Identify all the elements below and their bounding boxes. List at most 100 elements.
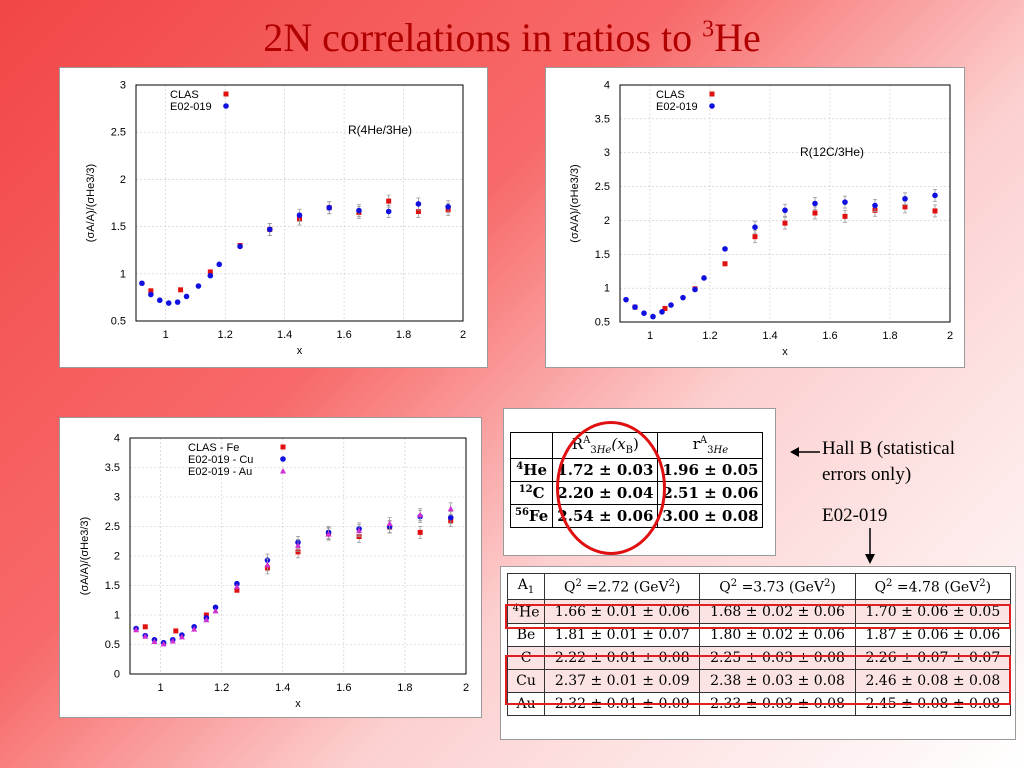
data-point	[415, 208, 421, 214]
data-point	[641, 310, 647, 316]
data-point	[623, 296, 629, 303]
y-tick-label: 3.5	[105, 462, 120, 474]
series-0	[142, 514, 454, 634]
data-point	[142, 633, 149, 639]
series-0	[632, 200, 938, 311]
data-point	[659, 309, 665, 315]
data-point	[295, 542, 301, 548]
x-tick-label: 1.6	[336, 329, 351, 341]
data-point	[233, 583, 240, 590]
series-1	[139, 197, 451, 306]
data-point	[183, 293, 190, 300]
e02019-header-q: Q2 =3.73 (GeV2)	[699, 573, 856, 600]
x-tick-label: 1.6	[822, 330, 837, 342]
table-row: C 2.22 ± 0.01 ± 0.08 2.25 ± 0.03 ± 0.08 …	[506, 646, 1012, 671]
data-point	[932, 192, 938, 199]
hallb-nucleus: 4He	[509, 458, 554, 482]
y-axis-label: (σA/A)/(σHe3/3)	[79, 517, 91, 595]
x-tick-label: 1	[157, 682, 163, 694]
data-point	[842, 199, 848, 205]
e02019-note: E02-019	[822, 505, 888, 526]
arrow-left-icon	[790, 447, 820, 457]
x-axis-label: x	[297, 345, 303, 357]
data-point	[701, 275, 707, 281]
y-tick-label: 4	[114, 433, 120, 445]
x-tick-label: 1.4	[277, 329, 292, 341]
legend-marker	[709, 103, 715, 109]
slide-title: 2N correlations in ratios to 3He	[263, 15, 761, 60]
e02019-value: 2.38 ± 0.03 ± 0.08	[699, 669, 856, 694]
arrow-down-icon	[865, 528, 875, 564]
y-tick-label: 2	[604, 215, 610, 227]
series-1	[623, 188, 938, 320]
y-tick-label: 1.5	[111, 221, 126, 233]
x-tick-label: 1.8	[882, 330, 897, 342]
y-tick-label: 0.5	[111, 316, 126, 328]
data-point	[692, 286, 698, 293]
plot-frame	[135, 84, 464, 322]
data-point	[662, 305, 668, 311]
data-point	[668, 302, 674, 308]
x-tick-label: 2	[947, 330, 953, 342]
y-tick-label: 2	[114, 551, 120, 563]
legend-label: E02-019 - Au	[188, 466, 252, 478]
data-point	[296, 212, 303, 219]
data-point	[165, 300, 172, 306]
plot-frame	[619, 84, 951, 323]
y-tick-label: 3	[114, 492, 120, 504]
data-point	[178, 633, 185, 640]
x-axis-label: x	[295, 698, 301, 710]
data-point	[385, 208, 392, 215]
data-point	[386, 520, 393, 527]
e02019-header-q: Q2 =2.72 (GeV2)	[544, 573, 701, 600]
chart-c12-he3-svg: 0.5 1 1.5 2 2.5 3 3.5 4 1 1.2 1.4 1.6 1.8 2 x (σA/A)/(σ…	[569, 80, 953, 359]
x-tick-label: 1.2	[214, 682, 229, 694]
data-point	[872, 202, 878, 209]
hallb-r-value: 3.00 ± 0.08	[657, 504, 764, 528]
highlight-box-c-cu	[505, 655, 1011, 705]
y-axis-label: (σA/A)/(σHe3/3)	[85, 164, 97, 242]
data-point	[650, 313, 656, 320]
y-tick-label: 3	[604, 147, 610, 159]
legend-label: CLAS	[656, 89, 685, 101]
data-point	[842, 213, 848, 219]
y-tick-label: 2.5	[105, 521, 120, 533]
x-tick-label: 1.4	[275, 682, 290, 694]
data-point	[752, 234, 758, 240]
data-point	[173, 628, 179, 634]
data-point	[142, 624, 148, 630]
x-tick-label: 1.2	[218, 329, 233, 341]
hallb-r-value: 2.51 ± 0.06	[657, 481, 764, 505]
legend-marker	[223, 103, 229, 109]
title-superscript: 3	[702, 16, 715, 43]
data-point	[148, 291, 154, 298]
highlight-box-he	[505, 604, 1011, 629]
legend-label: CLAS	[170, 89, 199, 101]
y-tick-label: 3.5	[595, 113, 610, 125]
e02019-value: 2.46 ± 0.08 ± 0.08	[854, 669, 1012, 694]
data-point	[264, 561, 271, 568]
hallb-nucleus: 56Fe	[509, 504, 554, 528]
data-point	[782, 220, 788, 226]
data-point	[417, 529, 423, 535]
data-point	[195, 283, 202, 289]
data-point	[386, 198, 392, 204]
data-point	[632, 304, 638, 310]
data-point	[212, 604, 219, 611]
y-tick-label: 1	[114, 610, 120, 622]
y-tick-label: 2.5	[595, 181, 610, 193]
e02019-header-a: A1	[506, 573, 546, 600]
y-tick-label: 1	[120, 268, 126, 280]
plot-frame	[129, 437, 467, 675]
e02019-value: 2.26 ± 0.07 ± 0.07	[854, 646, 1012, 671]
y-tick-label: 0	[114, 669, 120, 681]
x-tick-label: 1.8	[397, 682, 412, 694]
data-point	[203, 616, 210, 623]
x-tick-label: 1	[163, 329, 169, 341]
data-point	[417, 511, 424, 518]
legend-label: E02-019	[170, 101, 212, 113]
data-point	[151, 638, 158, 645]
e02019-table-panel: A1 Q2 =2.72 (GeV2) Q2 =3.73 (GeV2) Q2 =4…	[500, 566, 1016, 740]
data-point	[169, 637, 176, 644]
y-tick-label: 3	[120, 80, 126, 92]
